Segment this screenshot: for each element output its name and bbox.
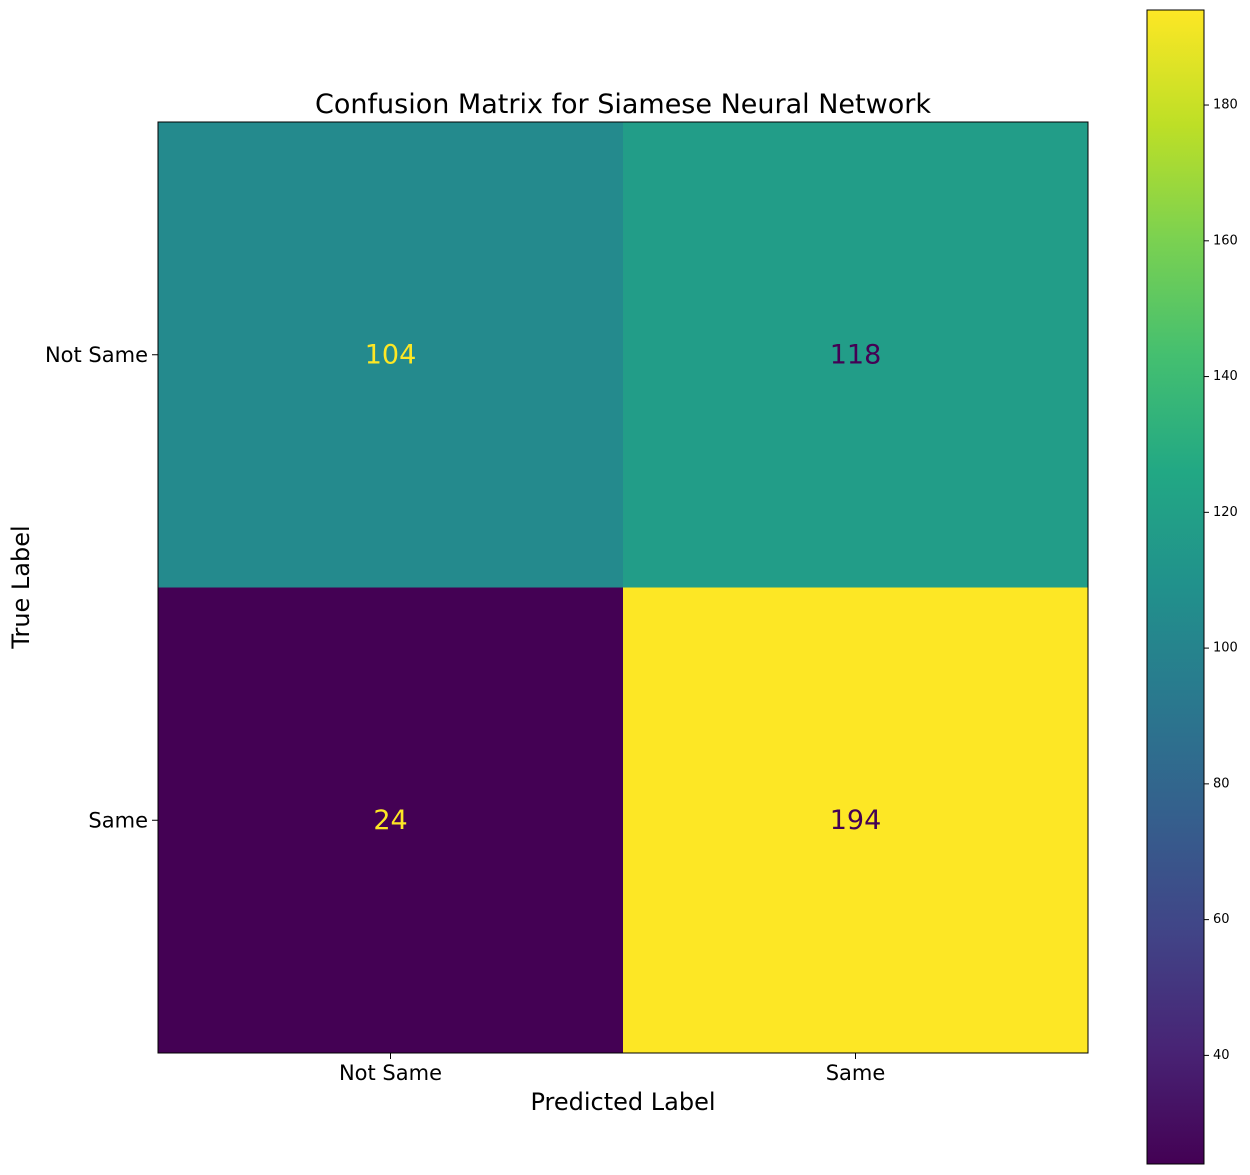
x-axis-label: Predicted Label bbox=[530, 1088, 715, 1116]
cell-value-label: 118 bbox=[830, 339, 882, 370]
x-axis-ticks: Not Same Same bbox=[339, 1053, 885, 1085]
y-tick-label: Not Same bbox=[45, 343, 148, 367]
heatmap-cell bbox=[158, 122, 624, 588]
y-axis-label: True Label bbox=[7, 525, 35, 649]
y-axis-ticks: Not Same Same bbox=[45, 343, 158, 832]
x-tick-label: Not Same bbox=[339, 1061, 442, 1085]
y-tick-label: Same bbox=[88, 808, 148, 832]
colorbar bbox=[1147, 10, 1204, 1164]
colorbar-tick-label: 180 bbox=[1213, 98, 1238, 113]
colorbar-tick-label: 80 bbox=[1213, 776, 1230, 791]
heatmap-cell bbox=[623, 587, 1089, 1054]
colorbar-tick-label: 40 bbox=[1213, 1048, 1230, 1063]
chart-title: Confusion Matrix for Siamese Neural Netw… bbox=[315, 89, 931, 120]
heatmap-cell bbox=[158, 587, 624, 1054]
plot-frame bbox=[157, 121, 1089, 1054]
colorbar-tick-label: 60 bbox=[1213, 912, 1230, 927]
heatmap-cells bbox=[158, 122, 1089, 1054]
colorbar-tick-label: 160 bbox=[1213, 233, 1238, 248]
colorbar-frame bbox=[1146, 9, 1205, 1165]
colorbar-tick-label: 100 bbox=[1213, 641, 1238, 656]
colorbar-tick-label: 140 bbox=[1213, 369, 1238, 384]
cell-value-label: 194 bbox=[830, 805, 882, 836]
cell-value-label: 104 bbox=[365, 339, 417, 370]
cell-value-label: 24 bbox=[373, 805, 407, 836]
colorbar-ticks: 40 60 80 100 120 140 160 180 bbox=[1204, 98, 1238, 1063]
cell-value-labels: 104 118 24 194 bbox=[365, 339, 882, 836]
x-tick-label: Same bbox=[826, 1061, 886, 1085]
heatmap-cell bbox=[623, 122, 1089, 588]
colorbar-tick-label: 120 bbox=[1213, 505, 1238, 520]
